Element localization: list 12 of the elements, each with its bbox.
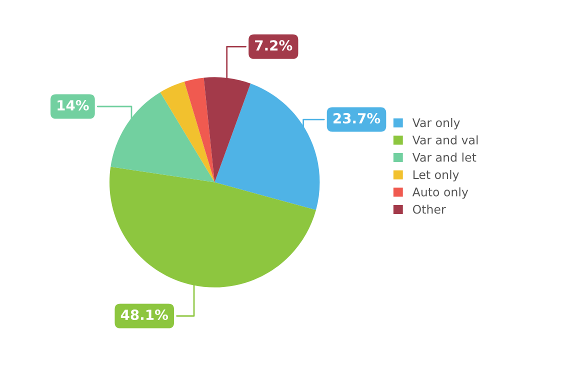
legend-label: Auto only — [412, 187, 468, 199]
legend-label: Var and val — [412, 135, 478, 144]
legend-label: Let only — [413, 170, 459, 182]
data-label: 7.2% — [255, 40, 292, 51]
data-label: 23.7% — [334, 113, 380, 124]
data-label: 48.1% — [120, 310, 168, 320]
legend-label: Var and let — [412, 152, 476, 162]
pie-slice — [184, 78, 215, 182]
pie-slice — [160, 82, 215, 182]
data-label: 14% — [58, 100, 89, 111]
legend-label: Other — [412, 204, 446, 214]
legend-label: Var only — [412, 118, 460, 130]
